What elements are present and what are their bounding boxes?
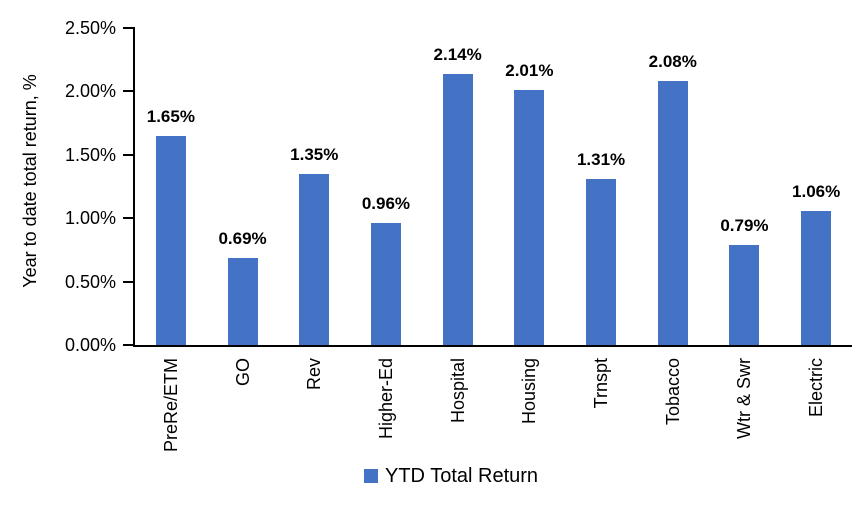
bar bbox=[801, 210, 832, 345]
bar-value-label: 2.01% bbox=[505, 61, 554, 81]
x-category-label: Rev bbox=[304, 358, 325, 391]
bar-value-label: 1.65% bbox=[146, 106, 195, 126]
y-tick-mark bbox=[123, 153, 135, 156]
y-tick-label: 1.00% bbox=[64, 208, 116, 229]
x-category-label: PreRe/ETM bbox=[160, 358, 181, 453]
x-category-label: Trnspt bbox=[591, 358, 612, 409]
x-category-label: Housing bbox=[519, 358, 540, 425]
x-category-label: Tobacco bbox=[662, 358, 683, 426]
bar bbox=[227, 257, 258, 345]
bar-value-label: 0.96% bbox=[361, 194, 411, 214]
y-axis-title: Year to date total return, % bbox=[20, 74, 40, 288]
y-tick-label: 2.00% bbox=[64, 81, 116, 102]
legend-swatch-icon bbox=[364, 469, 378, 483]
bar bbox=[370, 223, 401, 345]
y-tick-mark bbox=[123, 27, 135, 29]
bar bbox=[442, 73, 473, 345]
bar-value-label: 1.06% bbox=[792, 181, 841, 201]
legend: YTD Total Return bbox=[364, 464, 538, 488]
y-tick-label: 2.50% bbox=[64, 18, 116, 38]
y-tick-label: 0.00% bbox=[64, 335, 116, 355]
bar-value-label: 1.35% bbox=[290, 144, 339, 164]
bar bbox=[657, 81, 688, 345]
x-category-label: Hospital bbox=[447, 358, 468, 424]
y-tick-mark bbox=[123, 90, 135, 93]
x-axis-line bbox=[133, 345, 852, 347]
bar bbox=[729, 244, 760, 345]
y-tick-mark bbox=[123, 280, 135, 283]
legend-label: YTD Total Return bbox=[385, 465, 539, 487]
bar-value-label: 1.31% bbox=[576, 149, 626, 169]
y-tick-label: 0.50% bbox=[64, 271, 116, 292]
y-tick-mark bbox=[123, 344, 135, 346]
bar-value-label: 0.69% bbox=[218, 228, 267, 248]
bar bbox=[514, 90, 545, 345]
y-axis-line bbox=[133, 27, 135, 347]
x-category-label: GO bbox=[232, 358, 253, 387]
bar-value-label: 2.14% bbox=[433, 44, 482, 64]
bar-value-label: 0.79% bbox=[720, 215, 769, 235]
y-tick-mark bbox=[123, 217, 135, 220]
x-category-label: Higher-Ed bbox=[375, 358, 396, 440]
bar bbox=[155, 135, 186, 345]
y-tick-label: 1.50% bbox=[64, 144, 116, 165]
x-category-label: Wtr & Swr bbox=[734, 358, 755, 439]
bar-value-label: 2.08% bbox=[648, 52, 697, 72]
bar bbox=[586, 178, 617, 345]
x-category-label: Electric bbox=[806, 358, 827, 418]
bar bbox=[299, 173, 330, 345]
